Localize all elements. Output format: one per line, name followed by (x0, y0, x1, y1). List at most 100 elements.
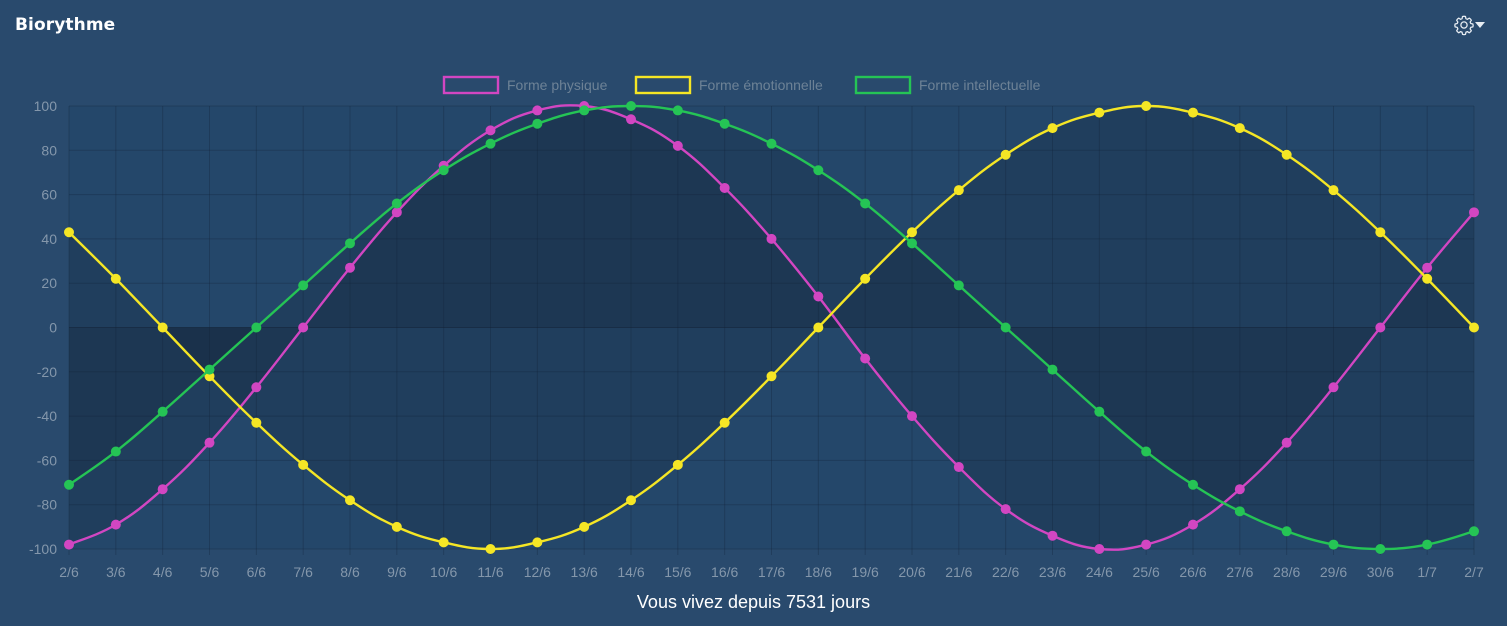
legend-swatch (442, 75, 500, 95)
y-tick-label: 0 (49, 320, 57, 336)
series-point-1 (672, 459, 683, 470)
y-tick-label: -40 (37, 408, 57, 424)
series-point-0 (251, 382, 262, 393)
series-point-2 (860, 198, 871, 209)
x-tick-label: 12/6 (524, 564, 551, 580)
x-tick-label: 18/6 (805, 564, 832, 580)
series-point-2 (1188, 479, 1198, 490)
series-point-2 (1094, 406, 1105, 417)
series-point-2 (1141, 446, 1152, 457)
days-lived-text: Vous vivez depuis 7531 jours (636, 592, 871, 612)
series-point-1 (1188, 107, 1198, 118)
series-point-2 (485, 138, 496, 149)
series-point-0 (1422, 262, 1433, 273)
legend-item-0[interactable]: Forme physique (442, 75, 608, 95)
x-tick-label: 4/6 (153, 564, 173, 580)
series-point-2 (1422, 539, 1433, 550)
series-point-1 (953, 185, 964, 196)
series-point-1 (860, 273, 871, 284)
series-point-2 (626, 101, 636, 111)
series-point-2 (204, 364, 215, 375)
x-tick-label: 10/6 (430, 564, 457, 580)
legend-label: Forme émotionnelle (699, 77, 823, 93)
series-point-1 (64, 227, 74, 238)
series-point-1 (907, 227, 917, 238)
x-tick-label: 22/6 (992, 564, 1019, 580)
series-point-1 (813, 322, 824, 333)
series-point-2 (110, 446, 121, 457)
series-point-2 (766, 138, 777, 149)
x-tick-label: 2/6 (59, 564, 79, 580)
series-point-0 (110, 519, 121, 530)
series-point-0 (345, 262, 355, 273)
series-point-2 (391, 198, 402, 209)
series-point-0 (1141, 539, 1152, 550)
series-point-0 (64, 539, 74, 550)
series-point-2 (672, 105, 683, 116)
series-point-2 (953, 280, 964, 291)
series-point-0 (1375, 322, 1386, 333)
series-point-0 (1047, 530, 1058, 541)
series-point-0 (766, 233, 777, 244)
series-point-1 (438, 537, 449, 548)
legend-item-2[interactable]: Forme intellectuelle (854, 75, 1041, 95)
series-point-1 (1094, 107, 1105, 118)
series-point-1 (110, 273, 121, 284)
series-point-2 (532, 118, 543, 129)
x-tick-label: 15/6 (664, 564, 691, 580)
x-tick-label: 3/6 (106, 564, 126, 580)
series-point-1 (345, 495, 355, 506)
series-point-2 (298, 280, 309, 291)
series-point-1 (1422, 273, 1433, 284)
series-point-2 (907, 238, 917, 249)
series-point-1 (719, 417, 730, 428)
x-tick-label: 9/6 (387, 564, 407, 580)
series-point-2 (1469, 526, 1479, 537)
x-tick-label: 7/6 (293, 564, 313, 580)
y-tick-label: -60 (37, 452, 57, 468)
series-point-1 (579, 521, 590, 532)
series-point-2 (579, 105, 590, 116)
caret-down-icon (1475, 21, 1485, 29)
series-point-2 (345, 238, 355, 249)
series-point-2 (1000, 322, 1011, 333)
x-tick-label: 17/6 (758, 564, 785, 580)
series-point-2 (157, 406, 168, 417)
x-tick-label: 21/6 (945, 564, 972, 580)
series-point-1 (532, 537, 543, 548)
x-tick-label: 30/6 (1367, 564, 1394, 580)
series-point-1 (766, 371, 777, 382)
series-point-0 (719, 182, 730, 193)
series-point-0 (204, 437, 215, 448)
y-tick-label: 40 (41, 231, 57, 247)
series-point-0 (1469, 207, 1479, 218)
series-point-1 (1469, 322, 1479, 333)
legend-swatch (854, 75, 912, 95)
series-point-2 (1234, 506, 1245, 517)
y-tick-label: 60 (41, 187, 57, 203)
series-point-0 (1234, 484, 1245, 495)
series-point-2 (64, 479, 74, 490)
widget-title: Biorythme (15, 15, 116, 35)
series-point-2 (251, 322, 262, 333)
series-point-1 (1234, 123, 1245, 134)
x-tick-label: 14/6 (617, 564, 644, 580)
y-tick-label: 20 (41, 275, 57, 291)
series-point-1 (485, 544, 496, 554)
y-tick-label: 100 (34, 98, 58, 114)
gear-icon (1453, 14, 1475, 36)
x-tick-label: 28/6 (1273, 564, 1300, 580)
x-tick-label: 29/6 (1320, 564, 1347, 580)
y-tick-label: -100 (29, 541, 57, 557)
series-point-1 (626, 495, 636, 506)
x-tick-label: 1/7 (1417, 564, 1437, 580)
series-point-0 (532, 105, 543, 116)
y-tick-label: 80 (41, 142, 57, 158)
series-point-1 (157, 322, 168, 333)
series-point-0 (626, 114, 636, 125)
legend-label: Forme physique (507, 77, 608, 93)
series-point-0 (485, 125, 496, 136)
settings-menu-button[interactable] (1453, 14, 1485, 36)
legend-item-1[interactable]: Forme émotionnelle (634, 75, 823, 95)
